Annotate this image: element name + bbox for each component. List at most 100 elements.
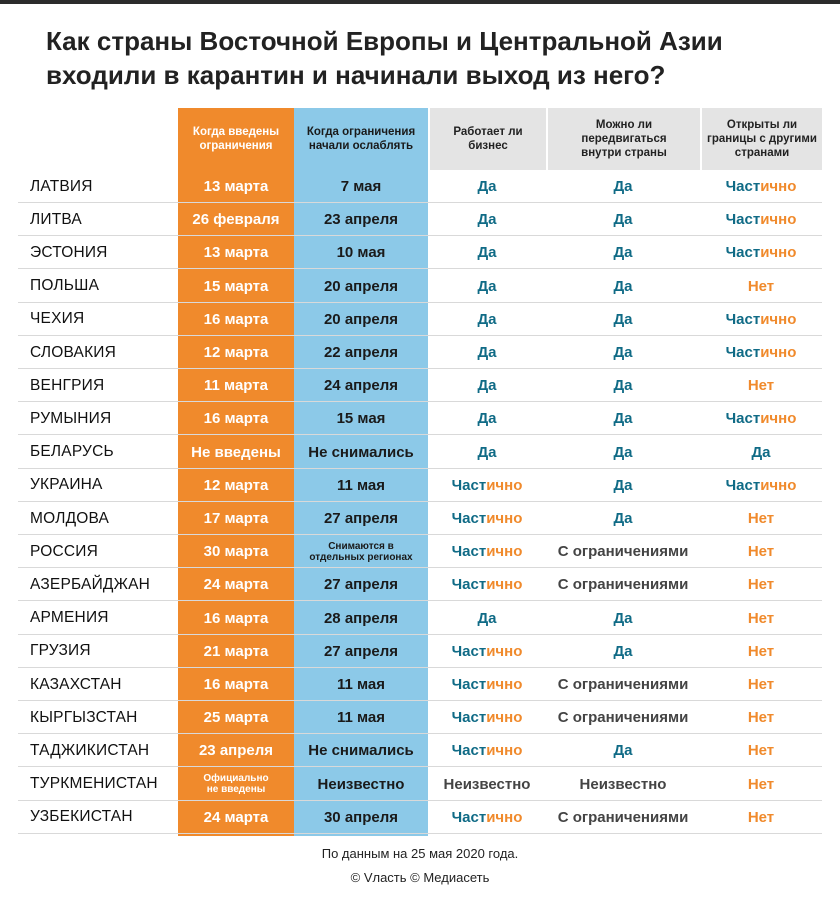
ease-date-cell: 20 апреля — [323, 277, 399, 295]
table-row: РОССИЯ 30 марта Снимаются в отдельных регио… — [18, 535, 822, 569]
start-date-cell: 15 марта — [203, 277, 269, 295]
business-status: Част ично — [451, 742, 523, 760]
table-row: ЭСТОНИЯ 13 марта 10 мая Да Да Част ично — [18, 236, 822, 270]
borders-status: Нет — [747, 377, 775, 395]
ease-date-cell: 10 мая — [336, 244, 386, 262]
business-status: Част ично — [451, 543, 523, 561]
start-date-cell: 13 марта — [203, 244, 269, 262]
ease-date-cell: 22 апреля — [323, 344, 399, 361]
movement-status: Да — [613, 211, 633, 229]
column-header-line: границы с другими — [707, 133, 817, 145]
cell-line: Снимаются в — [328, 540, 394, 552]
borders-status: Да — [751, 443, 771, 461]
table-row: ЛИТВА 26 февраля 23 апреля Да Да Част ично — [18, 203, 822, 237]
borders-status: Част ично — [725, 476, 797, 494]
column-header-3: Работает ли бизнес — [430, 108, 546, 170]
movement-status: Да — [613, 742, 633, 760]
movement-status: Да — [613, 377, 633, 395]
ease-date-cell: 28 апреля — [323, 609, 399, 627]
ease-date-cell: 11 мая — [336, 676, 386, 693]
row-separator — [18, 700, 822, 701]
row-separator — [18, 334, 822, 336]
top-bar — [0, 0, 840, 4]
borders-status: Нет — [747, 277, 775, 295]
business-status: Да — [477, 377, 497, 395]
row-separator — [18, 832, 822, 834]
ease-date-cell: Неизвестно — [317, 775, 405, 793]
row-separator — [18, 500, 822, 502]
start-date-cell: 12 марта — [203, 344, 269, 361]
borders-status: Част ично — [725, 410, 797, 428]
column-header-line: передвигаться — [581, 133, 667, 145]
country-name: КАЗАХСТАН — [30, 675, 122, 693]
start-date-cell: 21 марта — [203, 642, 269, 660]
country-name: РУМЫНИЯ — [30, 409, 112, 427]
table-row: ЛАТВИЯ 13 марта 7 мая Да Да Част ично — [18, 170, 822, 203]
borders-status: Нет — [747, 510, 775, 527]
start-date-cell: 24 марта — [203, 576, 269, 594]
movement-status: Да — [613, 609, 633, 627]
table-row: ЧЕХИЯ 16 марта 20 апреля Да Да Част ично — [18, 303, 822, 336]
row-separator — [18, 235, 822, 237]
country-name: ВЕНГРИЯ — [30, 376, 105, 394]
table-row: ПОЛЬША 15 марта 20 апреля Да Да Нет — [18, 270, 822, 303]
movement-status: Да — [613, 277, 633, 295]
country-name: ПОЛЬША — [30, 277, 100, 295]
country-name: РОССИЯ — [30, 542, 98, 560]
start-date-cell: 26 февраля — [192, 211, 280, 229]
table-row: МОЛДОВА 17 марта 27 апреля Част ично Да Нет — [18, 502, 822, 535]
column-header-line: Когда введены — [192, 126, 280, 138]
table-row: КАЗАХСТАН 16 марта 11 мая Част ично С огранич… — [18, 668, 822, 701]
business-status: Да — [477, 410, 497, 428]
business-status: Да — [477, 244, 497, 262]
start-date-cell: 16 марта — [203, 676, 269, 693]
country-name: МОЛДОВА — [30, 509, 110, 527]
start-date-cell: Не введены — [191, 443, 281, 461]
country-name: ЛАТВИЯ — [30, 177, 93, 195]
ease-date-cell: 24 апреля — [323, 377, 399, 395]
movement-status: С ограничениями — [557, 676, 689, 693]
movement-status: Да — [613, 244, 633, 262]
column-header-line: ограничения — [199, 140, 273, 152]
movement-status: Да — [613, 344, 633, 361]
start-date-cell: 16 марта — [203, 310, 269, 328]
borders-status: Нет — [747, 742, 775, 760]
business-status: Да — [477, 443, 497, 461]
ease-date-cell: 7 мая — [340, 178, 382, 195]
table-row: ВЕНГРИЯ 11 марта 24 апреля Да Да Нет — [18, 369, 822, 403]
country-name: КЫРГЫЗСТАН — [30, 708, 138, 726]
borders-status: Част ично — [725, 310, 797, 328]
column-header-line: Открыты ли — [726, 119, 798, 131]
row-separator — [18, 401, 822, 403]
footer-note: По данным на 25 мая 2020 года. — [321, 846, 519, 861]
start-date-cell: 12 марта — [203, 476, 269, 494]
row-separator — [18, 467, 822, 469]
borders-status: Част ично — [725, 211, 797, 229]
start-date-cell: 25 марта — [203, 709, 269, 727]
cell-line: не введены — [206, 784, 266, 796]
borders-status: Нет — [747, 576, 775, 594]
movement-status: С ограничениями — [557, 709, 689, 727]
row-separator — [18, 766, 822, 768]
column-header-line: внутри страны — [581, 147, 667, 159]
country-name: ТУРКМЕНИСТАН — [30, 775, 158, 793]
business-status: Неизвестно — [443, 775, 531, 793]
start-date-cell: 24 марта — [203, 808, 269, 826]
ease-date-cell: 27 апреля — [323, 642, 399, 660]
ease-date-cell: 30 апреля — [323, 808, 399, 826]
ease-date-cell: 15 мая — [336, 410, 386, 428]
column-header-5: Открыты ли границы с другими странами — [702, 108, 822, 170]
title-line-2: входили в карантин и начинали выход из н… — [46, 60, 666, 90]
business-status: Част ично — [451, 476, 523, 494]
business-status: Да — [477, 609, 497, 627]
ease-date-cell: 11 мая — [336, 476, 386, 494]
row-separator — [18, 666, 822, 668]
borders-status: Нет — [747, 642, 775, 660]
country-name: ЛИТВА — [30, 210, 82, 228]
movement-status: Да — [613, 310, 633, 328]
start-date-cell: 23 апреля — [198, 742, 274, 760]
business-status: Да — [477, 344, 497, 361]
borders-status: Нет — [747, 609, 775, 627]
start-date-cell: 11 марта — [204, 377, 268, 395]
borders-status: Нет — [747, 808, 775, 826]
